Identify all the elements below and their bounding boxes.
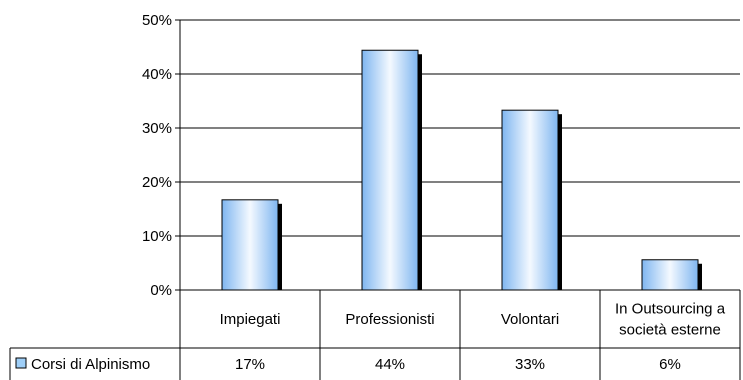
bar: [221, 199, 279, 291]
bars: [221, 49, 702, 291]
y-tick-label: 50%: [142, 12, 172, 29]
y-tick-label: 10%: [142, 228, 172, 245]
y-tick-label: 40%: [142, 66, 172, 83]
bar: [361, 49, 419, 291]
data-table: Impiegati Professionisti Volontari In Outso…: [9, 289, 741, 380]
data-label: 6%: [659, 356, 681, 373]
y-tick-label: 0%: [150, 282, 172, 299]
category-label: Professionisti: [345, 311, 434, 328]
y-tick-label: 30%: [142, 120, 172, 137]
legend-key: [15, 357, 27, 369]
data-label: 44%: [375, 356, 405, 373]
y-tick-label: 20%: [142, 174, 172, 191]
axes: 0% 10% 20% 30% 40% 50%: [142, 12, 181, 380]
data-label: 17%: [235, 356, 265, 373]
bar: [641, 259, 699, 291]
category-label: Impiegati: [220, 311, 281, 328]
data-label: 33%: [515, 356, 545, 373]
category-label: In Outsourcing a società esterne: [615, 301, 726, 339]
category-label: Volontari: [501, 311, 559, 328]
series-name: Corsi di Alpinismo: [31, 356, 150, 373]
bar: [501, 109, 559, 291]
gridlines: [180, 19, 740, 237]
